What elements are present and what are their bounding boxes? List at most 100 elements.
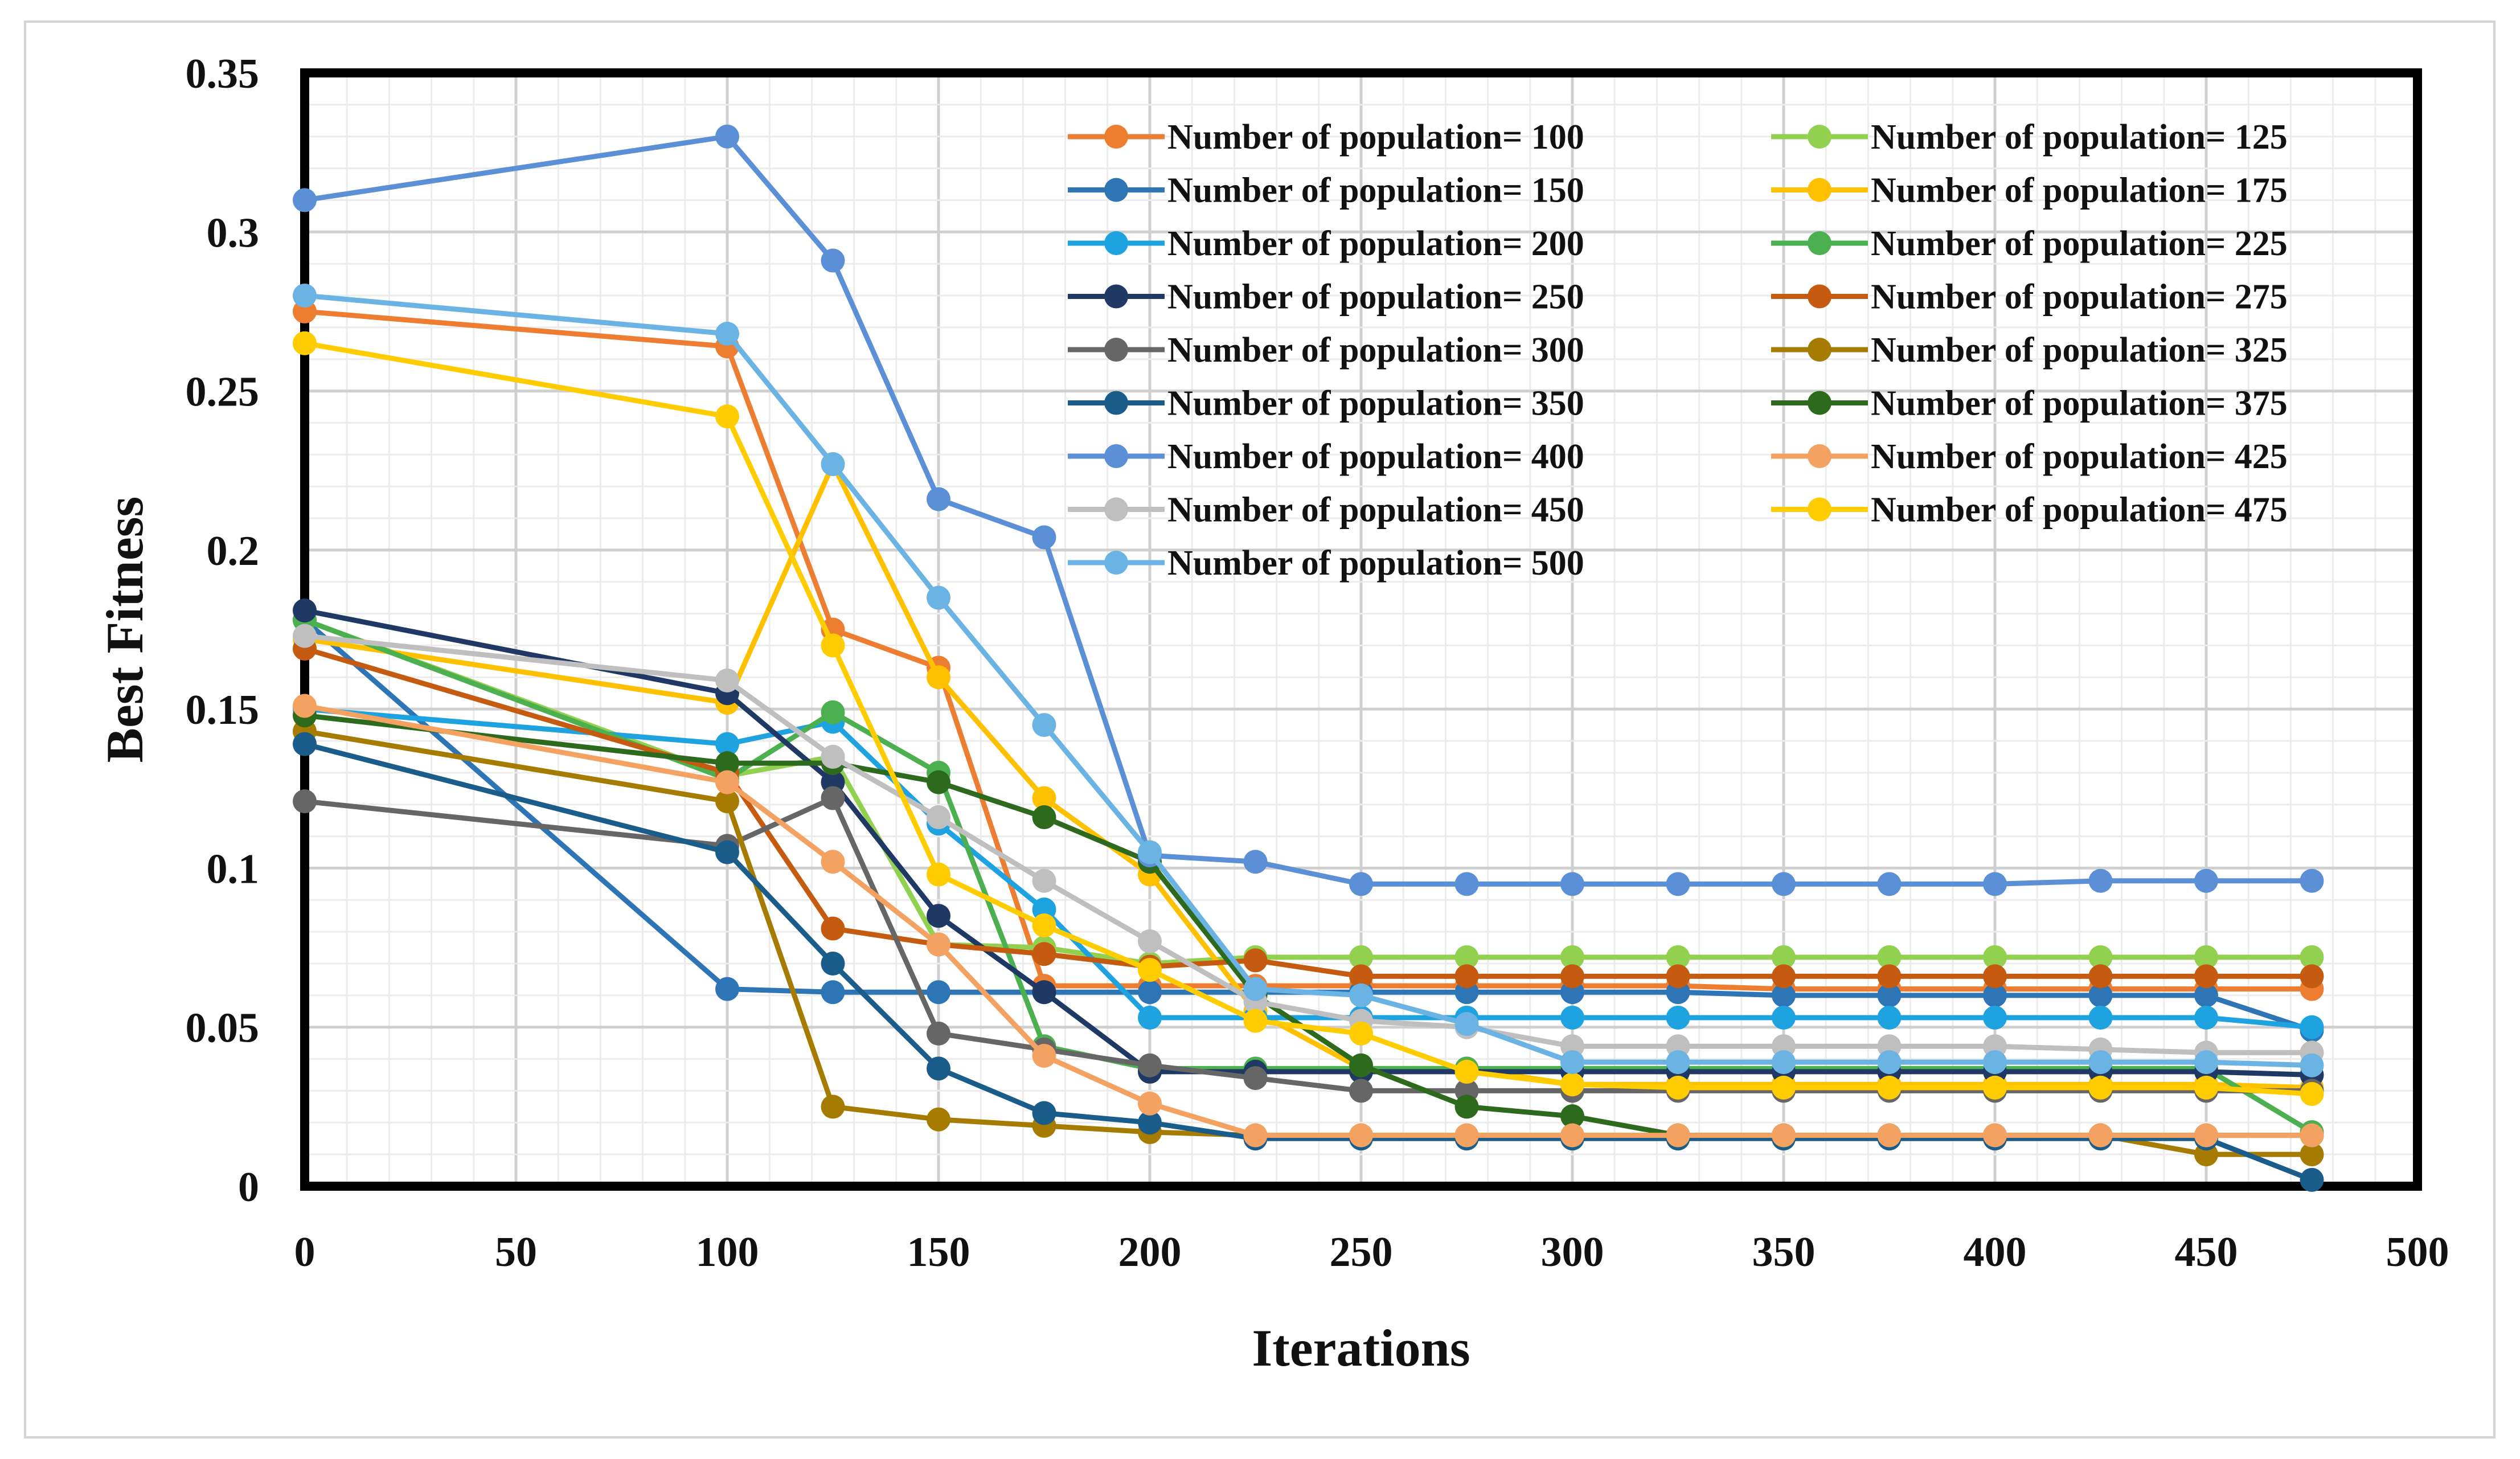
data-point bbox=[927, 805, 950, 830]
legend-item: Number of population= 425 bbox=[1771, 437, 2288, 476]
data-point bbox=[1666, 872, 1690, 896]
series-path bbox=[304, 608, 2312, 1077]
legend-label: Number of population= 425 bbox=[1871, 437, 2288, 476]
data-point bbox=[1032, 1101, 1056, 1125]
data-point bbox=[715, 840, 739, 864]
series-line bbox=[293, 331, 2324, 1106]
data-point bbox=[1772, 872, 1796, 896]
data-point bbox=[1560, 945, 1584, 969]
data-point bbox=[715, 124, 739, 149]
x-tick-label: 200 bbox=[1118, 1229, 1182, 1276]
data-point bbox=[2088, 868, 2113, 893]
data-point bbox=[293, 284, 317, 308]
legend-label: Number of population= 250 bbox=[1167, 278, 1584, 317]
legend-swatch-marker bbox=[1104, 178, 1128, 202]
series-path bbox=[304, 617, 2313, 1134]
data-point bbox=[1772, 945, 1796, 969]
data-point bbox=[1983, 1123, 2007, 1147]
legend-item: Number of population= 225 bbox=[1771, 224, 2288, 263]
data-point bbox=[2088, 1075, 2113, 1100]
data-point bbox=[715, 789, 739, 814]
data-point bbox=[1138, 958, 1162, 982]
x-axis-title: Iterations bbox=[1252, 1319, 1470, 1377]
series-line bbox=[293, 637, 2324, 989]
y-axis-title: Best Fitness bbox=[96, 497, 154, 763]
data-point bbox=[1772, 983, 1796, 1007]
legend-swatch-marker bbox=[1808, 125, 1831, 149]
data-point bbox=[927, 1056, 950, 1081]
data-point bbox=[821, 452, 845, 477]
legend-swatch-marker bbox=[1104, 444, 1128, 468]
data-point bbox=[293, 732, 317, 756]
data-point bbox=[821, 744, 845, 769]
legend-label: Number of population= 475 bbox=[1871, 491, 2288, 530]
legend-swatch-marker bbox=[1104, 497, 1128, 522]
data-point bbox=[2300, 1123, 2324, 1147]
data-point bbox=[1454, 872, 1479, 896]
data-point bbox=[2300, 1167, 2324, 1192]
data-point bbox=[1877, 1075, 1902, 1100]
data-point bbox=[1983, 872, 2007, 896]
data-point bbox=[1666, 964, 1690, 989]
legend-item: Number of population= 275 bbox=[1771, 278, 2288, 317]
legend-item: Number of population= 350 bbox=[1068, 384, 1584, 423]
data-point bbox=[1983, 983, 2007, 1007]
data-point bbox=[293, 694, 317, 718]
data-point bbox=[1983, 1075, 2007, 1100]
data-point bbox=[2300, 1053, 2324, 1077]
series-line bbox=[293, 624, 2324, 1065]
legend-item: Number of population= 375 bbox=[1771, 384, 2288, 423]
data-point bbox=[1772, 1075, 1796, 1100]
tick-labels: 0 50 100 150 200 250 300 350 400 450 500 0 0.05 0.1 0.… bbox=[186, 51, 2449, 1276]
data-point bbox=[1877, 1050, 1902, 1075]
data-point bbox=[821, 248, 845, 273]
legend-item: Number of population= 400 bbox=[1068, 437, 1584, 476]
series-line bbox=[293, 703, 2324, 1147]
series-line bbox=[293, 786, 2324, 1103]
data-point bbox=[927, 1021, 950, 1046]
data-point bbox=[1349, 1079, 1373, 1103]
data-point bbox=[1032, 713, 1056, 737]
x-tick-label: 100 bbox=[696, 1229, 759, 1276]
data-point bbox=[1560, 1104, 1584, 1129]
legend-label: Number of population= 450 bbox=[1167, 491, 1584, 530]
x-tick-label: 250 bbox=[1330, 1229, 1393, 1276]
legend-item: Number of population= 125 bbox=[1771, 118, 2288, 157]
legend-swatch-marker bbox=[1104, 231, 1128, 255]
legend-item: Number of population= 100 bbox=[1068, 118, 1584, 157]
data-point bbox=[2300, 1015, 2324, 1039]
legend-swatch-marker bbox=[1808, 231, 1831, 255]
data-point bbox=[715, 770, 739, 794]
legend-item: Number of population= 500 bbox=[1068, 544, 1584, 583]
data-point bbox=[1138, 1091, 1162, 1116]
legend-label: Number of population= 100 bbox=[1167, 118, 1584, 157]
x-tick-label: 300 bbox=[1541, 1229, 1604, 1276]
x-tick-label: 50 bbox=[495, 1229, 537, 1276]
legend-label: Number of population= 125 bbox=[1871, 118, 2288, 157]
legend-swatch-marker bbox=[1808, 444, 1831, 468]
data-point bbox=[821, 980, 845, 1005]
series-group bbox=[293, 124, 2324, 1192]
data-point bbox=[1666, 1075, 1690, 1100]
data-point bbox=[1560, 1123, 1584, 1147]
data-point bbox=[1349, 1053, 1373, 1077]
y-tick-label: 0.05 bbox=[186, 1005, 260, 1052]
data-point bbox=[1877, 964, 1902, 989]
y-tick-label: 0.2 bbox=[207, 528, 260, 575]
data-point bbox=[715, 751, 739, 776]
legend: Number of population= 100 Number of popul… bbox=[1068, 118, 2288, 583]
data-point bbox=[927, 904, 950, 928]
data-point bbox=[715, 404, 739, 429]
legend-item: Number of population= 475 bbox=[1771, 491, 2288, 530]
data-point bbox=[1877, 1005, 1902, 1030]
data-point bbox=[1138, 1053, 1162, 1077]
series-path bbox=[304, 741, 2313, 1183]
data-point bbox=[1349, 945, 1373, 969]
data-point bbox=[1138, 929, 1162, 953]
legend-swatch-marker bbox=[1104, 551, 1128, 575]
data-point bbox=[1032, 868, 1056, 893]
legend-label: Number of population= 400 bbox=[1167, 437, 1584, 476]
data-point bbox=[927, 1107, 950, 1132]
legend-swatch-marker bbox=[1104, 338, 1128, 362]
